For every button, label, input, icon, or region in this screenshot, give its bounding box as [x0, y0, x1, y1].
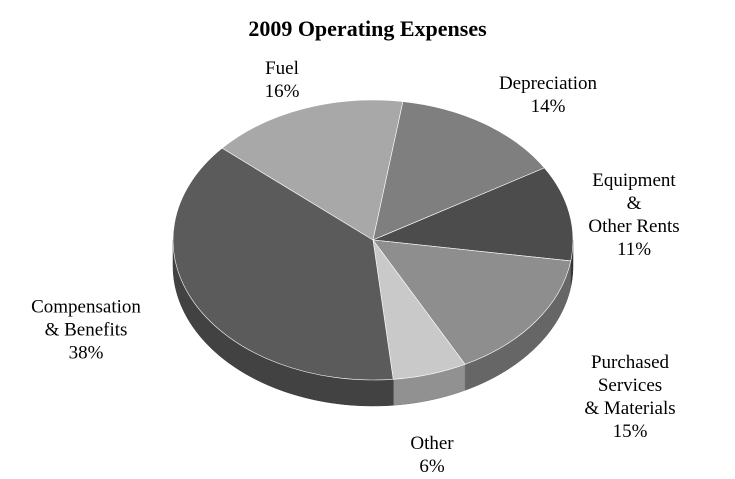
- category-label: Compensation & Benefits: [31, 296, 141, 341]
- value-label: 6%: [419, 456, 445, 477]
- slice-label: Other 6%: [410, 432, 453, 478]
- slice: [372, 239, 572, 365]
- slice-label: Purchased Services & Materials 15%: [578, 351, 683, 443]
- slice: [221, 99, 404, 241]
- value-label: 15%: [612, 421, 648, 442]
- value-label: 14%: [530, 96, 566, 117]
- chart-title: 2009 Operating Expenses: [248, 16, 487, 41]
- category-label: Purchased Services & Materials: [584, 352, 676, 419]
- slice: [372, 101, 545, 241]
- category-label: Other: [410, 433, 454, 454]
- category-label: Depreciation: [498, 73, 598, 94]
- value-label: 11%: [616, 239, 652, 260]
- slice: [372, 167, 574, 262]
- slice: [172, 147, 394, 381]
- category-label: Equipment & Other Rents: [588, 170, 680, 237]
- value-label: 38%: [68, 342, 104, 364]
- slice-label: Equipment & Other Rents 11%: [584, 169, 685, 261]
- slice-label: Depreciation 14%: [499, 72, 597, 118]
- value-label: 16%: [264, 81, 300, 102]
- slice-label: Fuel 16%: [265, 57, 300, 103]
- slice-label: Compensation & Benefits 38%: [31, 296, 141, 365]
- category-label: Fuel: [265, 58, 299, 79]
